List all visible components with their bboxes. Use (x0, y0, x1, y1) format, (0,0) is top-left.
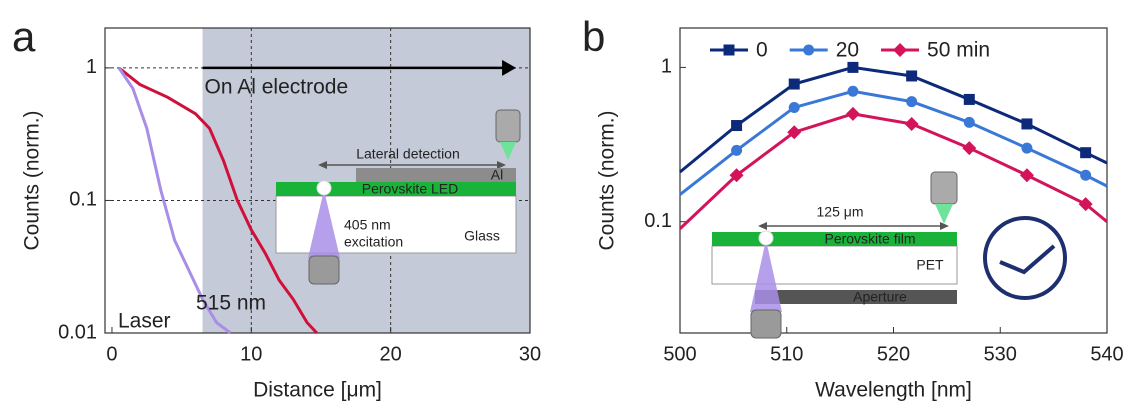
x-axis-title: Wavelength [nm] (815, 379, 972, 402)
y-tick-label: 0.1 (69, 189, 97, 211)
panel-label: a (12, 13, 36, 60)
plot-frame (679, 27, 1108, 334)
inset-label: Perovskite LED (362, 181, 458, 197)
marker (1021, 118, 1033, 130)
arrow-head (502, 59, 517, 76)
marker (845, 106, 860, 121)
marker (1080, 147, 1092, 159)
y-tick-label: 0.1 (644, 210, 672, 232)
electrode (356, 168, 516, 182)
inset-label: Perovskite film (824, 231, 915, 247)
laser-beam (308, 190, 340, 258)
clock-hands (999, 244, 1056, 275)
x-tick-label: 0 (106, 343, 117, 365)
marker (906, 96, 918, 108)
legend-label: 0 (756, 39, 768, 62)
marker (723, 44, 735, 56)
marker (962, 141, 977, 156)
legend-label: 50 min (927, 39, 990, 62)
marker (963, 116, 975, 128)
marker (1078, 197, 1093, 212)
inset-label: PET (916, 257, 944, 273)
marker (729, 168, 744, 183)
marker (847, 61, 859, 73)
marker (803, 44, 815, 56)
x-tick-label: 30 (519, 343, 541, 365)
aperture (755, 290, 957, 304)
inset-label: Lateral detection (356, 146, 460, 162)
marker (906, 70, 918, 82)
excitation-spot (316, 180, 332, 196)
x-tick-label: 540 (1090, 343, 1123, 365)
annotation: Laser (118, 310, 171, 333)
inset-label: 405 nm (344, 217, 391, 233)
inset-label: Al (491, 167, 503, 183)
plot-frame (104, 27, 531, 334)
y-tick-label: 1 (661, 56, 672, 78)
marker (788, 101, 800, 113)
marker (731, 120, 743, 132)
excitation-spot (758, 230, 774, 246)
y-tick-label: 1 (86, 56, 97, 78)
y-tick-label: 0.01 (58, 321, 97, 343)
x-tick-label: 10 (240, 343, 262, 365)
arrow-label: On Al electrode (205, 75, 349, 98)
detector (930, 171, 958, 205)
inset-label: excitation (344, 234, 403, 250)
laser-beam (750, 240, 782, 312)
marker (893, 43, 908, 57)
series-line (679, 89, 1108, 196)
marker (847, 85, 859, 97)
objective (308, 255, 340, 285)
series-line (118, 66, 318, 335)
x-tick-label: 530 (984, 343, 1017, 365)
detection-cone (500, 142, 516, 160)
marker (1080, 169, 1092, 181)
legend-label: 20 (836, 39, 859, 62)
perovskite (276, 182, 516, 196)
marker (787, 125, 802, 140)
x-axis-title: Distance [μm] (253, 379, 382, 402)
detection-cone (935, 204, 953, 224)
x-tick-label: 500 (663, 343, 696, 365)
inset-label: Glass (464, 228, 500, 244)
pet (711, 245, 958, 285)
y-axis-title: Counts (norm.) (596, 110, 619, 250)
x-tick-label: 520 (877, 343, 910, 365)
annotation: 515 nm (196, 292, 266, 315)
objective (750, 309, 782, 339)
marker (731, 144, 743, 156)
x-tick-label: 20 (380, 343, 402, 365)
perovskite (712, 232, 957, 246)
panel-label: b (582, 13, 605, 60)
inset-label: Aperture (853, 289, 907, 305)
marker (1021, 142, 1033, 154)
series-line (117, 67, 232, 335)
inset-label: 125 μm (817, 204, 864, 220)
clock (983, 216, 1067, 300)
detector (495, 109, 521, 143)
x-tick-label: 510 (770, 343, 803, 365)
y-axis-title: Counts (norm.) (21, 110, 44, 250)
marker (904, 116, 919, 131)
marker (1019, 168, 1034, 183)
marker (788, 78, 800, 90)
marker (963, 93, 975, 105)
